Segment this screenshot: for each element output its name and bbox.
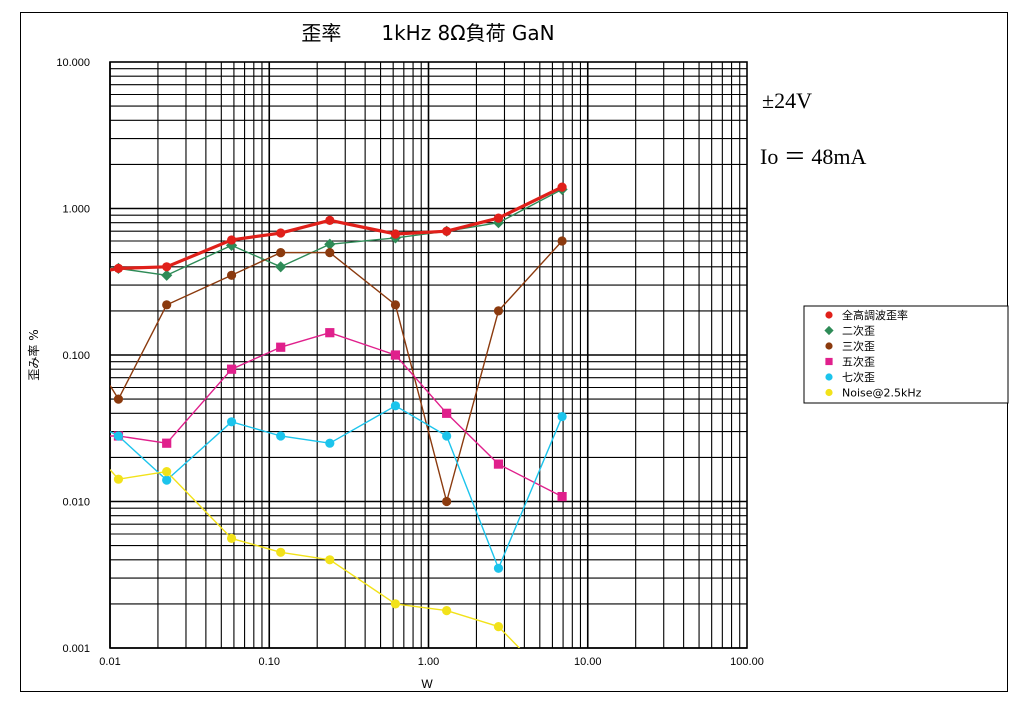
data-point bbox=[825, 388, 833, 397]
chart-title: 歪率 1kHz 8Ω負荷 GaN bbox=[301, 21, 554, 45]
data-point bbox=[113, 431, 124, 441]
legend-box bbox=[803, 305, 1009, 404]
x-tick-label: 0.10 bbox=[259, 656, 280, 668]
data-point bbox=[162, 262, 172, 272]
data-point bbox=[162, 300, 172, 310]
data-point bbox=[276, 431, 286, 441]
data-point bbox=[325, 328, 335, 338]
data-point bbox=[390, 350, 401, 360]
legend-entry: Noise@2.5kHz bbox=[842, 387, 922, 400]
series-0 bbox=[110, 182, 567, 274]
series-line bbox=[110, 188, 563, 276]
data-point bbox=[113, 474, 124, 484]
data-point bbox=[825, 342, 833, 350]
x-tick-label: 1.00 bbox=[418, 656, 439, 668]
y-tick-label: 1.000 bbox=[62, 204, 90, 216]
data-point bbox=[226, 235, 237, 245]
data-point bbox=[824, 325, 834, 336]
data-point bbox=[162, 475, 172, 485]
data-point bbox=[557, 182, 567, 192]
series-line bbox=[110, 469, 521, 648]
series-line bbox=[110, 240, 563, 503]
data-point bbox=[276, 228, 286, 238]
data-point bbox=[390, 401, 401, 411]
y-tick-label: 0.001 bbox=[62, 643, 90, 655]
data-point bbox=[390, 229, 401, 239]
y-tick-label: 0.010 bbox=[62, 497, 90, 509]
series-4 bbox=[110, 401, 567, 573]
legend-entry: 五次歪 bbox=[842, 355, 875, 369]
data-point bbox=[325, 438, 335, 448]
grid bbox=[109, 61, 748, 649]
x-tick-label: 10.00 bbox=[574, 656, 602, 668]
data-point bbox=[113, 263, 124, 274]
data-point bbox=[825, 357, 833, 366]
y-axis-label: 歪み率 % bbox=[26, 329, 41, 380]
data-point bbox=[493, 563, 504, 573]
data-point bbox=[276, 547, 286, 557]
data-point bbox=[325, 215, 335, 225]
data-point bbox=[442, 226, 452, 236]
legend-entry: 七次歪 bbox=[842, 370, 875, 384]
data-point bbox=[493, 306, 504, 316]
data-point bbox=[442, 408, 452, 418]
data-point bbox=[557, 492, 567, 502]
series-layer bbox=[110, 182, 568, 648]
data-point bbox=[825, 311, 833, 319]
axes: 0.001 0.010 0.100 1.000 10.000 0.01 0.10 1.00 10… bbox=[56, 57, 763, 668]
voltage-annotation: ±24V bbox=[762, 88, 812, 113]
x-axis-label: W bbox=[421, 677, 433, 691]
y-tick-label: 10.000 bbox=[56, 57, 90, 69]
legend-entry: 三次歪 bbox=[842, 339, 875, 353]
data-point bbox=[325, 555, 335, 565]
data-point bbox=[226, 417, 237, 427]
series-5 bbox=[110, 466, 521, 648]
data-point bbox=[493, 621, 504, 632]
data-point bbox=[390, 300, 401, 310]
data-point bbox=[557, 236, 567, 246]
x-tick-label: 0.01 bbox=[99, 656, 120, 668]
data-point bbox=[276, 248, 286, 258]
data-point bbox=[390, 599, 401, 609]
data-point bbox=[442, 431, 452, 441]
data-point bbox=[325, 248, 335, 258]
data-point bbox=[162, 466, 172, 477]
x-tick-label: 100.00 bbox=[730, 656, 764, 668]
series-line bbox=[110, 331, 563, 498]
series-line bbox=[110, 185, 563, 272]
data-point bbox=[493, 213, 504, 223]
plot-border bbox=[109, 61, 748, 649]
data-point bbox=[113, 394, 124, 404]
data-point bbox=[557, 411, 567, 422]
data-point bbox=[825, 373, 833, 381]
data-point bbox=[442, 496, 452, 507]
legend-entry: 全高調波歪率 bbox=[842, 308, 908, 322]
series-line bbox=[110, 405, 563, 569]
data-point bbox=[161, 269, 173, 281]
data-point bbox=[226, 364, 237, 374]
series-3 bbox=[110, 328, 567, 502]
data-point bbox=[276, 342, 286, 352]
legend-entry: 二次歪 bbox=[842, 324, 875, 338]
y-tick-label: 0.100 bbox=[62, 350, 90, 362]
data-point bbox=[442, 606, 452, 616]
series-2 bbox=[110, 236, 567, 507]
data-point bbox=[226, 533, 237, 543]
data-point bbox=[324, 238, 336, 250]
data-point bbox=[493, 459, 504, 469]
data-point bbox=[162, 438, 172, 448]
current-annotation: Io ＝ 48mA bbox=[760, 144, 866, 169]
data-point bbox=[275, 261, 287, 273]
data-point bbox=[226, 270, 237, 280]
